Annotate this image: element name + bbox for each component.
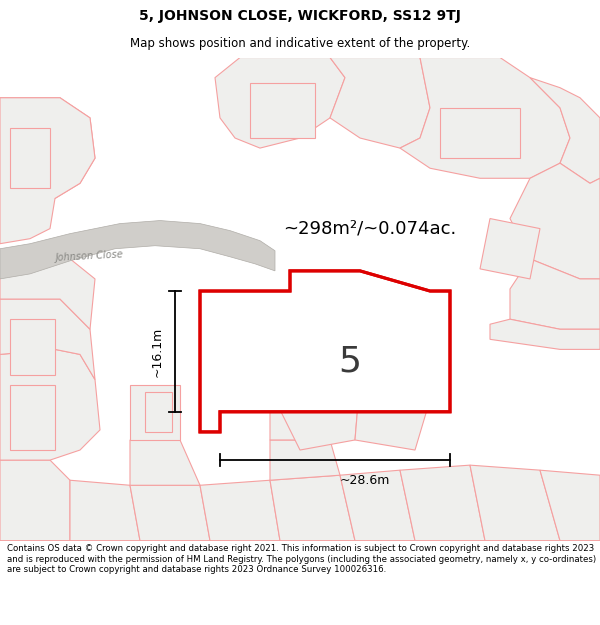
Polygon shape <box>215 58 345 148</box>
Polygon shape <box>10 128 50 188</box>
Text: Johnson Close: Johnson Close <box>55 249 124 262</box>
Polygon shape <box>355 379 430 450</box>
Text: ~16.1m: ~16.1m <box>151 326 163 376</box>
Polygon shape <box>0 299 95 379</box>
Polygon shape <box>255 304 315 392</box>
Text: ~28.6m: ~28.6m <box>340 474 390 487</box>
Polygon shape <box>440 108 520 158</box>
Polygon shape <box>400 465 485 541</box>
Polygon shape <box>0 254 95 329</box>
Polygon shape <box>510 163 600 279</box>
Text: Map shows position and indicative extent of the property.: Map shows position and indicative extent… <box>130 37 470 49</box>
Polygon shape <box>200 480 280 541</box>
Polygon shape <box>470 465 560 541</box>
Polygon shape <box>0 349 100 460</box>
Polygon shape <box>130 485 210 541</box>
Polygon shape <box>0 98 95 244</box>
Text: 5, JOHNSON CLOSE, WICKFORD, SS12 9TJ: 5, JOHNSON CLOSE, WICKFORD, SS12 9TJ <box>139 9 461 23</box>
Polygon shape <box>480 219 540 279</box>
Polygon shape <box>70 480 140 541</box>
Polygon shape <box>330 58 430 148</box>
Polygon shape <box>0 460 70 541</box>
Polygon shape <box>400 58 570 178</box>
Polygon shape <box>0 221 275 279</box>
Polygon shape <box>280 364 360 450</box>
Text: Contains OS data © Crown copyright and database right 2021. This information is : Contains OS data © Crown copyright and d… <box>7 544 596 574</box>
Polygon shape <box>130 384 180 440</box>
Polygon shape <box>10 384 55 450</box>
Polygon shape <box>270 475 355 541</box>
Polygon shape <box>10 319 55 374</box>
Polygon shape <box>270 379 340 440</box>
Polygon shape <box>490 319 600 349</box>
Polygon shape <box>130 440 200 485</box>
Text: 5: 5 <box>338 344 361 379</box>
Polygon shape <box>0 98 95 198</box>
Polygon shape <box>270 440 340 480</box>
Polygon shape <box>530 78 600 183</box>
Polygon shape <box>510 259 600 329</box>
Polygon shape <box>145 392 172 432</box>
Polygon shape <box>200 271 450 432</box>
Polygon shape <box>540 470 600 541</box>
Polygon shape <box>340 470 415 541</box>
Polygon shape <box>250 82 315 138</box>
Text: ~298m²/~0.074ac.: ~298m²/~0.074ac. <box>283 219 457 238</box>
